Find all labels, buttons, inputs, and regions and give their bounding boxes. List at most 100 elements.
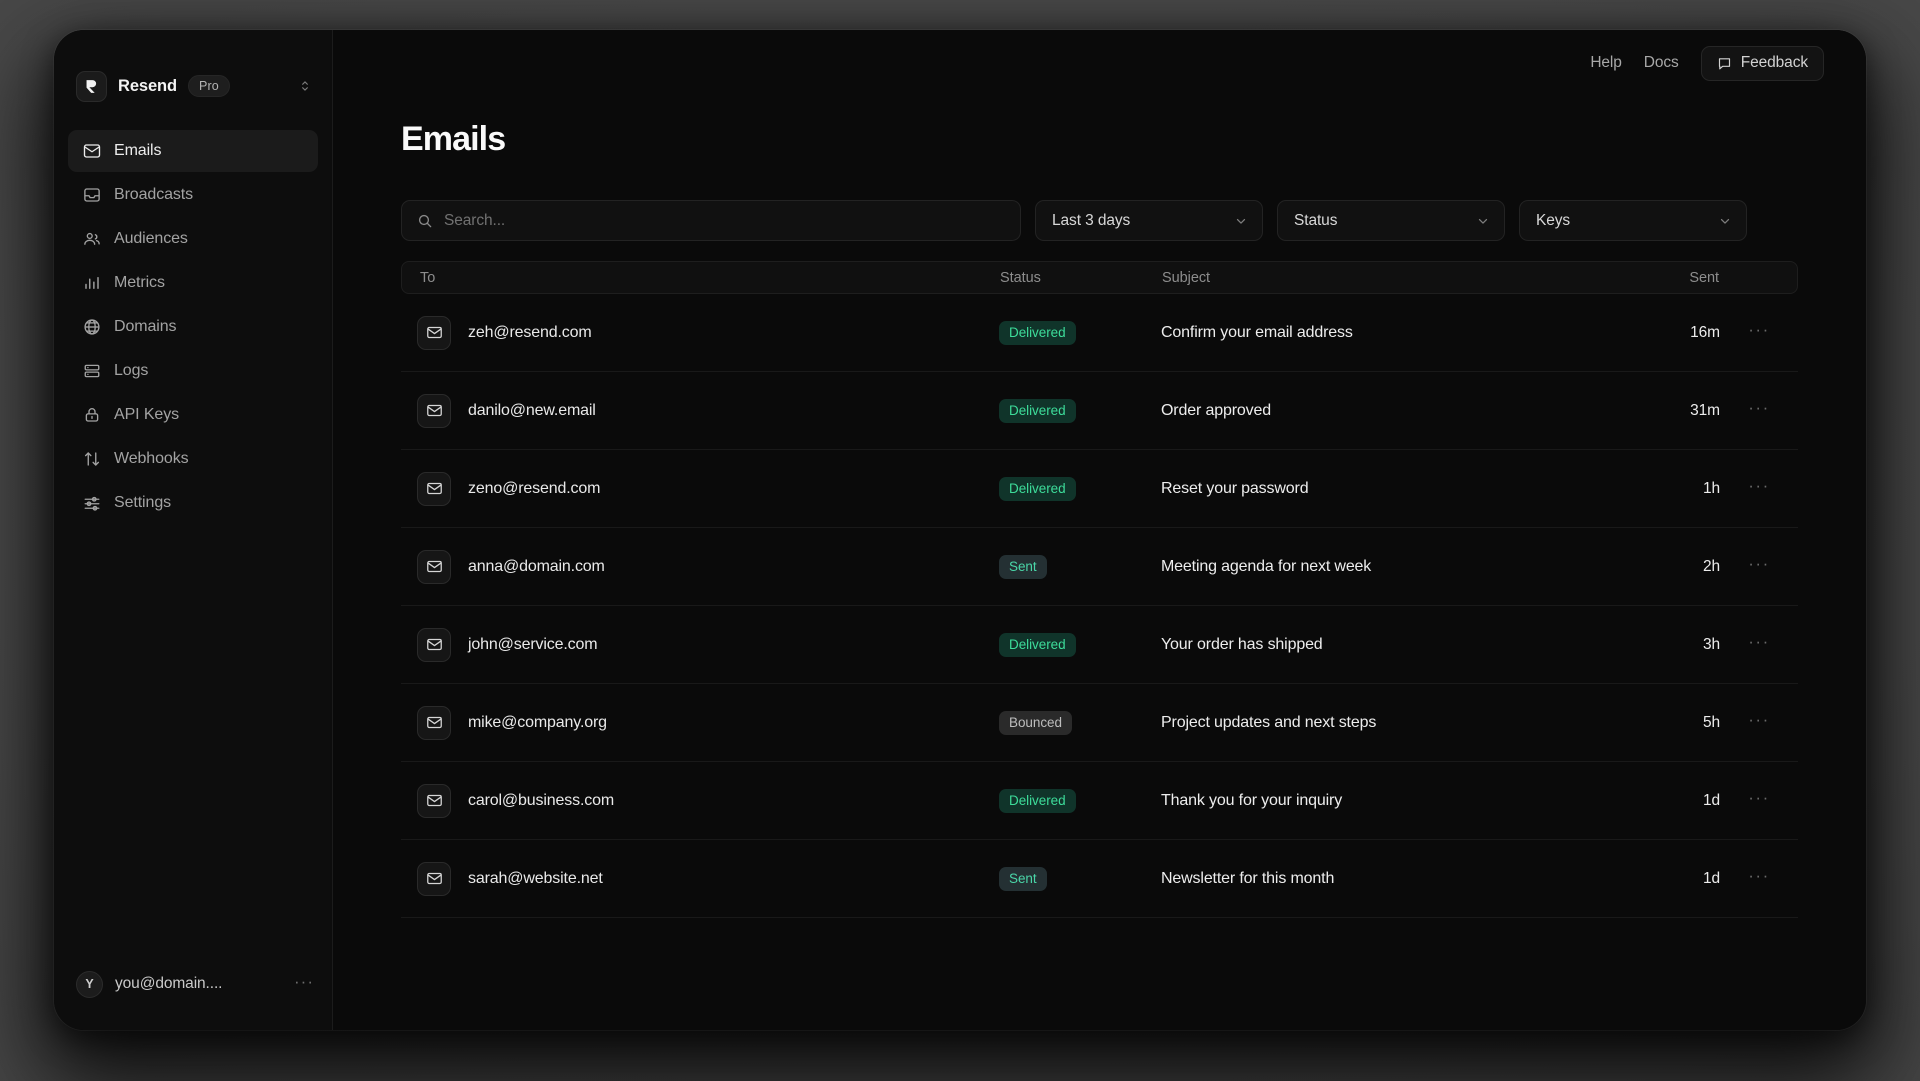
envelope-icon	[417, 315, 451, 350]
status-badge: Delivered	[999, 320, 1076, 345]
sidebar-item-label: Settings	[114, 494, 172, 511]
workspace-switcher[interactable]: Resend Pro	[54, 30, 332, 106]
row-to-cell: anna@domain.com	[401, 549, 999, 584]
search-icon	[417, 213, 433, 229]
search-box[interactable]	[401, 200, 1021, 241]
column-header-status: Status	[1000, 269, 1041, 286]
table-row[interactable]: zeh@resend.com Delivered Confirm your emai…	[401, 294, 1798, 372]
status-dropdown[interactable]: Status	[1277, 200, 1505, 241]
row-more-button[interactable]: ···	[1748, 865, 1770, 885]
row-more-button[interactable]: ···	[1748, 631, 1770, 651]
help-link[interactable]: Help	[1590, 54, 1622, 71]
date-range-dropdown[interactable]: Last 3 days	[1035, 200, 1263, 241]
row-more-button[interactable]: ···	[1748, 553, 1770, 573]
row-sent: 1h	[1702, 479, 1720, 497]
row-sent: 2h	[1702, 557, 1720, 575]
table-row[interactable]: carol@business.com Delivered Thank you for…	[401, 762, 1798, 840]
sidebar-item-label: Broadcasts	[114, 186, 194, 203]
column-header-to: To	[420, 269, 436, 286]
sidebar-item-label: API Keys	[114, 406, 180, 423]
sidebar-item-webhooks[interactable]: Webhooks	[68, 438, 318, 480]
row-status-cell: Delivered	[999, 788, 1161, 813]
search-input[interactable]	[444, 211, 1005, 230]
filter-bar: Last 3 days Status	[401, 200, 1866, 241]
column-header-subject: Subject	[1162, 269, 1211, 286]
table-row[interactable]: danilo@new.email Delivered Order approved 3…	[401, 372, 1798, 450]
chevron-down-icon	[1476, 214, 1490, 228]
row-status-cell: Delivered	[999, 398, 1161, 423]
sidebar-item-metrics[interactable]: Metrics	[68, 262, 318, 304]
row-to: john@service.com	[468, 635, 598, 653]
row-to-cell: danilo@new.email	[401, 393, 999, 428]
chevron-up-down-icon[interactable]	[298, 79, 312, 93]
table-body: zeh@resend.com Delivered Confirm your emai…	[401, 294, 1798, 918]
envelope-icon	[417, 393, 451, 428]
users-icon	[82, 230, 101, 249]
row-more-button[interactable]: ···	[1748, 709, 1770, 729]
envelope-icon	[417, 549, 451, 584]
sidebar-item-domains[interactable]: Domains	[68, 306, 318, 348]
app-window: Resend Pro Emails	[54, 30, 1866, 1030]
keys-value: Keys	[1536, 211, 1571, 229]
row-subject: Order approved	[1161, 401, 1271, 419]
table-row[interactable]: mike@company.org Bounced Project updates a…	[401, 684, 1798, 762]
row-status-cell: Delivered	[999, 320, 1161, 345]
avatar: Y	[76, 970, 103, 998]
sidebar-nav: Emails Broadcasts Audiences	[54, 130, 332, 524]
row-more-button[interactable]: ···	[1748, 787, 1770, 807]
row-more-button[interactable]: ···	[1748, 475, 1770, 495]
row-to: mike@company.org	[468, 713, 607, 731]
row-to-cell: zeh@resend.com	[401, 315, 999, 350]
inbox-icon	[82, 186, 101, 205]
account-more-icon[interactable]: ···	[294, 971, 314, 991]
globe-icon	[82, 318, 101, 337]
speech-bubble-icon	[1717, 56, 1732, 71]
row-sent: 16m	[1690, 323, 1720, 341]
sidebar: Resend Pro Emails	[54, 30, 333, 1030]
feedback-label: Feedback	[1740, 54, 1808, 71]
envelope-icon	[417, 471, 451, 506]
row-status-cell: Delivered	[999, 476, 1161, 501]
status-badge: Bounced	[999, 710, 1072, 735]
account-menu[interactable]: Y you@domain.... ···	[76, 964, 314, 1004]
table-row[interactable]: anna@domain.com Sent Meeting agenda for ne…	[401, 528, 1798, 606]
status-badge: Delivered	[999, 476, 1076, 501]
row-status-cell: Sent	[999, 866, 1161, 891]
row-to-cell: sarah@website.net	[401, 861, 999, 896]
sidebar-item-logs[interactable]: Logs	[68, 350, 318, 392]
row-subject: Project updates and next steps	[1161, 713, 1377, 731]
sidebar-item-emails[interactable]: Emails	[68, 130, 318, 172]
table-row[interactable]: zeno@resend.com Delivered Reset your passw…	[401, 450, 1798, 528]
status-value: Status	[1294, 211, 1338, 229]
chevron-down-icon	[1234, 214, 1248, 228]
row-to: anna@domain.com	[468, 557, 605, 575]
envelope-icon	[417, 627, 451, 662]
sidebar-item-label: Domains	[114, 318, 177, 335]
row-status-cell: Sent	[999, 554, 1161, 579]
row-to-cell: john@service.com	[401, 627, 999, 662]
chevron-down-icon	[1718, 214, 1732, 228]
table-row[interactable]: sarah@website.net Sent Newsletter for this…	[401, 840, 1798, 918]
row-more-button[interactable]: ···	[1748, 319, 1770, 339]
table-row[interactable]: john@service.com Delivered Your order has …	[401, 606, 1798, 684]
sidebar-item-audiences[interactable]: Audiences	[68, 218, 318, 260]
keys-dropdown[interactable]: Keys	[1519, 200, 1747, 241]
row-sent: 1d	[1702, 791, 1720, 809]
sidebar-item-label: Audiences	[114, 230, 188, 247]
main-area: Help Docs Feedback Emails	[333, 30, 1866, 1030]
sidebar-item-api-keys[interactable]: API Keys	[68, 394, 318, 436]
row-more-button[interactable]: ···	[1748, 397, 1770, 417]
feedback-button[interactable]: Feedback	[1700, 45, 1824, 81]
sidebar-item-settings[interactable]: Settings	[68, 482, 318, 524]
row-to: carol@business.com	[468, 791, 615, 809]
column-header-sent: Sent	[1689, 269, 1719, 286]
sliders-icon	[82, 494, 101, 513]
row-subject: Meeting agenda for next week	[1161, 557, 1372, 575]
sidebar-item-broadcasts[interactable]: Broadcasts	[68, 174, 318, 216]
row-to-cell: carol@business.com	[401, 783, 999, 818]
plan-badge: Pro	[188, 75, 230, 97]
date-range-value: Last 3 days	[1052, 211, 1131, 229]
docs-link[interactable]: Docs	[1643, 54, 1679, 71]
sidebar-item-label: Logs	[114, 362, 149, 379]
row-to: sarah@website.net	[468, 869, 603, 887]
